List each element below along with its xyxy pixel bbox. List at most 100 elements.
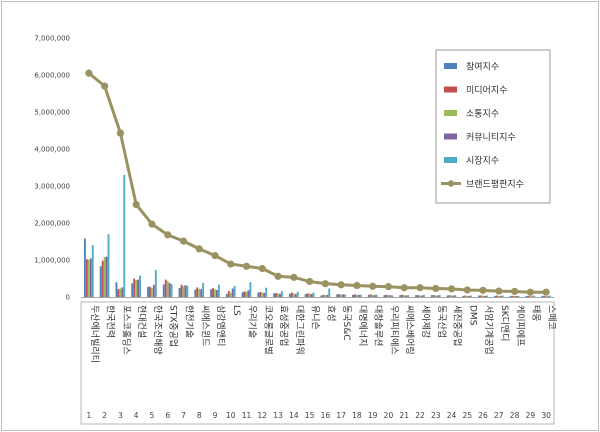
bar (493, 295, 496, 297)
bar (464, 295, 467, 297)
bar (420, 295, 423, 297)
legend-label: 시장지수 (466, 156, 499, 167)
bar (462, 295, 465, 297)
bar (245, 291, 248, 297)
bar (549, 295, 551, 297)
line-point (416, 284, 424, 292)
bar (180, 284, 183, 297)
bar (387, 295, 390, 297)
bar (215, 289, 218, 297)
bar (353, 294, 356, 297)
bar (259, 291, 262, 297)
bar (202, 282, 205, 297)
x-rank-label: 22 (415, 411, 425, 420)
y-tick-label: 4,000,000 (34, 146, 70, 154)
bar (186, 285, 189, 297)
bar (543, 295, 546, 297)
x-rank-label: 24 (447, 411, 457, 420)
x-category-label: 우리기술 (247, 305, 258, 338)
bar (152, 284, 155, 297)
x-category-label: 씨에스윈드 (199, 305, 210, 346)
bar (263, 292, 266, 297)
bar (115, 282, 118, 297)
x-category-label: 효성 (325, 305, 336, 322)
line-point (321, 280, 329, 288)
x-rank-label: 14 (289, 411, 299, 420)
bar (166, 281, 169, 297)
x-category-label: 스페코 (546, 305, 557, 330)
bar (419, 295, 421, 297)
bar (389, 295, 392, 297)
bar (249, 282, 252, 297)
bar (273, 293, 276, 297)
bar (150, 287, 153, 297)
x-rank-label: 25 (463, 411, 473, 420)
bar (369, 294, 372, 297)
bar (527, 295, 530, 297)
line-point (85, 69, 93, 77)
bar (480, 295, 482, 297)
legend-swatch (444, 157, 457, 163)
bar (541, 295, 544, 297)
bar (328, 288, 331, 297)
x-rank-label: 8 (197, 411, 202, 420)
bar (407, 295, 410, 297)
bar (227, 291, 230, 297)
legend-label: 미디어지수 (466, 85, 507, 96)
bar (359, 294, 362, 297)
bar (265, 287, 268, 297)
x-rank-label: 11 (242, 411, 252, 420)
x-category-label: 세진중공업 (452, 305, 463, 346)
bar (162, 284, 165, 297)
bar (511, 295, 514, 297)
x-rank-label: 16 (321, 411, 331, 420)
x-category-label: 포스코홀딩스 (120, 305, 132, 355)
bar (470, 295, 473, 297)
bar (178, 288, 181, 297)
bar (147, 287, 149, 297)
bar (217, 284, 220, 297)
bar (91, 245, 94, 297)
y-tick-label: 6,000,000 (34, 72, 70, 80)
bar (241, 292, 244, 297)
x-category-label: 케이피에프 (515, 305, 526, 346)
bar (438, 294, 441, 297)
line-point (132, 200, 140, 209)
bar (194, 289, 197, 297)
bar (296, 291, 299, 297)
bar (391, 295, 394, 297)
bar (545, 295, 547, 297)
line-point (369, 282, 377, 290)
x-category-label: 한전기술 (183, 305, 194, 338)
line-series (85, 69, 550, 296)
bar (452, 295, 455, 297)
bar (517, 295, 520, 297)
bar (466, 295, 469, 297)
bar (367, 294, 370, 297)
x-rank-label: 26 (478, 411, 488, 420)
legend-swatch (444, 63, 457, 69)
bar (214, 289, 216, 297)
bar (182, 286, 185, 297)
x-category-label: 코오롱글로벌 (262, 305, 273, 355)
bar (198, 288, 201, 297)
bar (119, 288, 122, 297)
bar (509, 295, 512, 297)
bar (117, 289, 120, 297)
x-category-label: STX중공업 (168, 305, 179, 347)
bar (415, 295, 417, 297)
y-tick-label: 2,000,000 (34, 220, 70, 228)
bar (371, 294, 374, 297)
x-category-label: DMS (467, 305, 477, 326)
x-category-label: 현대건설 (136, 305, 147, 338)
bar (373, 295, 376, 297)
bar (432, 295, 435, 297)
bar (99, 266, 102, 297)
bar (247, 290, 250, 297)
x-category-label: 서암기계공업 (483, 305, 495, 355)
bar (515, 295, 518, 297)
x-rank-label: 2 (102, 411, 107, 420)
line-point (510, 287, 519, 296)
line-point (463, 286, 471, 294)
